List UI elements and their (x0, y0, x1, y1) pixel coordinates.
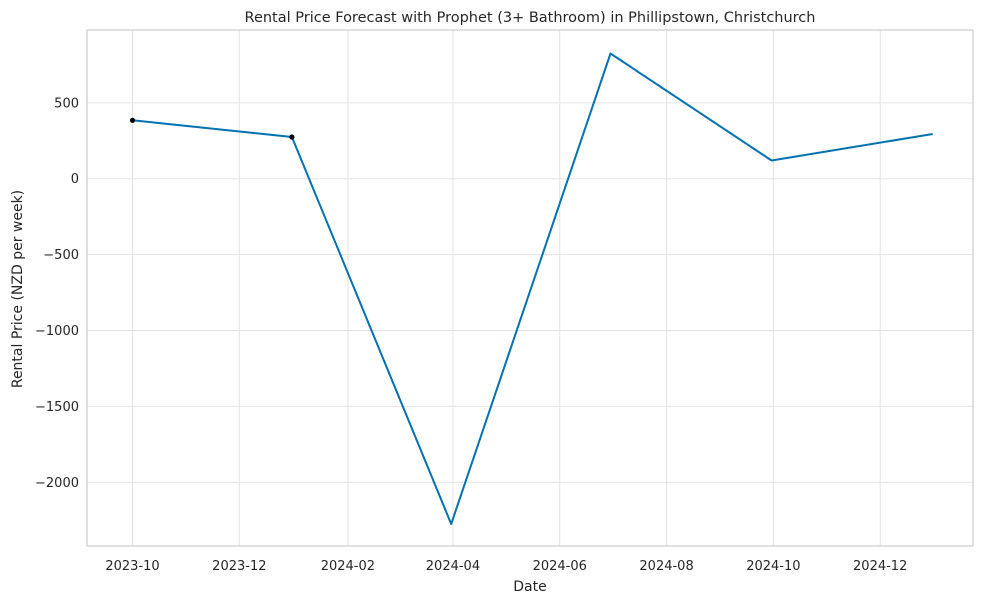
chart-title: Rental Price Forecast with Prophet (3+ B… (245, 10, 816, 26)
plot-frame (86, 29, 974, 547)
x-tick-label: 2024-12 (853, 559, 907, 574)
y-tick-label: −1500 (35, 400, 79, 415)
forecast-line (132, 52, 933, 525)
x-tick-label: 2023-10 (105, 559, 159, 574)
x-tick-label: 2024-02 (321, 559, 375, 574)
x-tick-label: 2024-06 (533, 559, 587, 574)
y-tick-label: 500 (54, 96, 79, 111)
x-tick-label: 2024-08 (639, 559, 693, 574)
x-tick-label: 2024-04 (426, 559, 480, 574)
y-tick-labels: 500 0 −500 −1000 −1500 −2000 (35, 96, 79, 490)
x-axis-label: Date (513, 579, 546, 595)
observed-point (289, 134, 295, 140)
observed-point (129, 117, 136, 123)
y-tick-label: −2000 (35, 476, 79, 491)
x-tick-label: 2024-10 (746, 559, 800, 574)
series-layer (129, 52, 933, 525)
y-tick-label: −500 (43, 248, 79, 263)
grid-lines (87, 30, 973, 546)
x-tick-labels: 2023-10 2023-12 2024-02 2024-04 2024-06 2024-… (105, 559, 907, 574)
y-tick-label: −1000 (35, 324, 79, 339)
y-axis-label: Rental Price (NZD per week) (10, 190, 26, 388)
y-tick-label: 0 (71, 172, 79, 187)
x-tick-label: 2023-12 (212, 559, 266, 574)
